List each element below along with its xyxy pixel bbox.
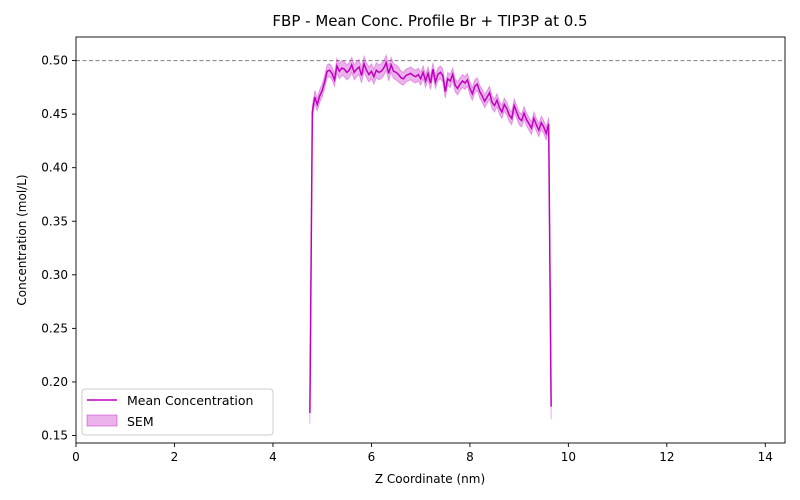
x-tick-label: 2 — [171, 450, 179, 464]
y-tick-label: 0.35 — [41, 214, 68, 228]
x-tick-label: 6 — [368, 450, 376, 464]
x-axis-ticks: 0 2 4 6 8 10 12 14 — [72, 443, 773, 464]
y-tick-label: 0.40 — [41, 161, 68, 175]
x-tick-label: 10 — [561, 450, 576, 464]
y-tick-label: 0.30 — [41, 268, 68, 282]
legend-box — [81, 388, 274, 436]
y-tick-label: 0.45 — [41, 107, 68, 121]
x-tick-label: 12 — [659, 450, 674, 464]
legend-band-swatch — [86, 414, 118, 427]
y-tick-label: 0.15 — [41, 429, 68, 443]
sem-band — [309, 53, 552, 424]
x-axis-label: Z Coordinate (nm) — [375, 472, 485, 486]
axes-frame — [75, 36, 786, 444]
legend-label-sem: SEM — [127, 414, 154, 429]
chart-title: FBP - Mean Conc. Profile Br + TIP3P at 0… — [272, 12, 587, 30]
x-tick-label: 4 — [269, 450, 277, 464]
y-tick-label: 0.20 — [41, 375, 68, 389]
x-tick-label: 0 — [72, 450, 80, 464]
legend-label-mean: Mean Concentration — [127, 393, 253, 408]
legend: Mean Concentration SEM — [81, 388, 274, 436]
y-tick-label: 0.25 — [41, 321, 68, 335]
mean-concentration-line — [309, 60, 552, 414]
y-axis-label: Concentration (mol/L) — [15, 174, 29, 305]
y-axis-ticks: 0.15 0.20 0.25 0.30 0.35 0.40 0.45 0.50 — [41, 54, 76, 443]
plot-area — [76, 53, 785, 424]
y-tick-label: 0.50 — [41, 54, 68, 68]
x-tick-label: 8 — [466, 450, 474, 464]
x-tick-label: 14 — [758, 450, 773, 464]
